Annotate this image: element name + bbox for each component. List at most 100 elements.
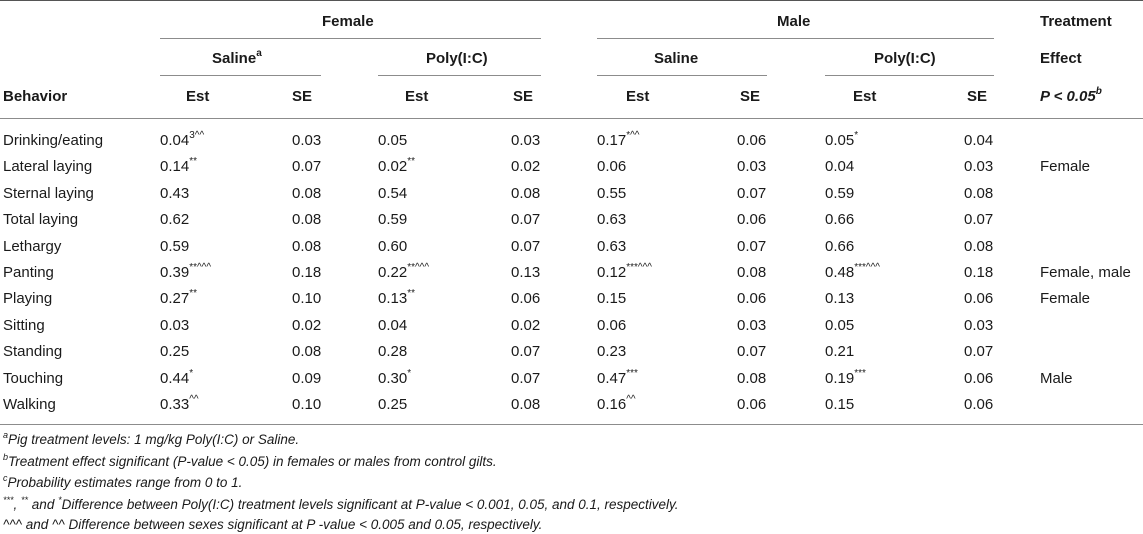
cell-value: 0.48: [825, 264, 855, 281]
cell-m-sal-est: 0.17*^^: [597, 131, 639, 150]
cell-value: 0.60: [378, 237, 408, 255]
cell-value: 0.06: [737, 396, 767, 413]
cell-f-pol-se: 0.13: [511, 264, 540, 282]
cell-value: 0.06: [964, 396, 994, 413]
est-header-f-pol: Est: [405, 88, 429, 105]
significance-mark: **: [407, 288, 415, 300]
cell-value: 0.22: [378, 264, 408, 281]
cell-f-sal-est: 0.59: [160, 238, 189, 256]
footnote-sexes: ^^^ and ^^ Difference between sexes sign…: [3, 517, 542, 533]
cell-value: 0.06: [597, 158, 627, 176]
cell-m-sal-est: 0.63: [597, 211, 626, 229]
significance-mark: **: [189, 156, 197, 168]
cell-value: 0.27: [160, 290, 190, 308]
cell-value: 0.05: [825, 132, 855, 149]
cell-f-pol-se: 0.08: [511, 396, 540, 414]
cell-value: 0.08: [964, 237, 994, 255]
cell-behavior: Standing: [3, 343, 62, 361]
behavior-header: Behavior: [3, 88, 68, 105]
cell-value: 0.25: [378, 396, 408, 413]
cell-value: Female, male: [1040, 264, 1131, 281]
cell-m-sal-se: 0.06: [737, 132, 766, 150]
cell-value: 0.07: [511, 211, 541, 229]
cell-f-sal-est: 0.33^^: [160, 395, 199, 414]
cell-behavior: Playing: [3, 290, 52, 308]
footnote-c-text: Probability estimates range from 0 to 1.: [7, 475, 243, 490]
cell-value: Playing: [3, 290, 53, 308]
cell-f-pol-se: 0.07: [511, 370, 540, 388]
cell-value: 0.59: [160, 237, 190, 255]
significance-mark: ***: [626, 367, 638, 379]
saline-female-header: Salinea: [212, 49, 262, 68]
cell-m-sal-se: 0.06: [737, 211, 766, 229]
cell-f-pol-est: 0.59: [378, 211, 407, 229]
footnote-c: cProbability estimates range from 0 to 1…: [3, 473, 243, 491]
cell-value: 0.13: [825, 290, 855, 308]
cell-value: 0.06: [737, 132, 767, 149]
table-row: Sternal laying 0.43 0.08 0.54 0.08 0.55 0.07 0.…: [0, 181, 1143, 207]
cell-value: 0.08: [292, 184, 322, 202]
cell-value: 0.16: [597, 396, 627, 413]
significance-mark: ^^: [626, 394, 636, 405]
cell-value: 0.02: [511, 158, 541, 176]
cell-f-sal-est: 0.44*: [160, 367, 194, 388]
cell-f-sal-est: 0.03: [160, 317, 189, 335]
cell-value: Panting: [3, 264, 54, 281]
cell-value: Female: [1040, 158, 1091, 176]
cell-m-pol-se: 0.08: [964, 238, 993, 256]
cell-m-pol-se: 0.06: [964, 290, 993, 308]
header-bottom-rule: [0, 118, 1143, 119]
male-span-rule: [597, 38, 994, 39]
cell-m-sal-est: 0.06: [597, 158, 626, 176]
cell-value: 0.62: [160, 211, 190, 229]
cell-m-sal-est: 0.23: [597, 343, 626, 361]
cell-m-sal-se: 0.08: [737, 264, 766, 282]
cell-value: 0.21: [825, 343, 855, 361]
cell-value: 0.07: [737, 343, 767, 361]
cell-value: 0.55: [597, 184, 627, 202]
cell-value: 0.08: [964, 184, 994, 202]
cell-value: 0.08: [292, 343, 322, 361]
cell-value: Female: [1040, 290, 1091, 308]
cell-m-pol-se: 0.06: [964, 396, 993, 414]
cell-value: 0.59: [825, 184, 855, 202]
cell-value: 0.03: [964, 316, 994, 334]
cell-value: 0.07: [737, 184, 767, 202]
significance-mark: *: [189, 367, 194, 379]
cell-value: 0.09: [292, 369, 322, 387]
fn4-sup1: ***: [3, 494, 14, 505]
cell-value: 0.06: [737, 290, 767, 308]
cell-value: 0.15: [825, 396, 855, 413]
cell-f-sal-se: 0.18: [292, 264, 321, 282]
cell-f-pol-se: 0.08: [511, 185, 540, 203]
cell-m-pol-est: 0.15: [825, 396, 854, 414]
table-row: Playing 0.27** 0.10 0.13** 0.06 0.15 0.06 0.13 0…: [0, 286, 1143, 312]
footnote-significance: ***, ** and *Difference between Poly(I:C…: [3, 494, 679, 513]
cell-f-pol-est: 0.04: [378, 317, 407, 335]
polyic-female-header: Poly(I:C): [426, 50, 488, 67]
table-row: Panting 0.39**^^^ 0.18 0.22**^^^ 0.13 0.12***…: [0, 260, 1143, 286]
p-sup: b: [1095, 86, 1102, 97]
cell-f-sal-se: 0.08: [292, 211, 321, 229]
male-polyic-rule: [825, 75, 994, 76]
male-header: Male: [777, 13, 811, 30]
cell-value: 0.06: [737, 211, 767, 229]
cell-f-sal-est: 0.39**^^^: [160, 263, 211, 282]
est-header-m-sal: Est: [626, 88, 650, 105]
cell-f-pol-est: 0.22**^^^: [378, 263, 429, 282]
cell-value: 0.07: [964, 343, 994, 361]
cell-value: 0.14: [160, 158, 190, 176]
table-row: Walking 0.33^^ 0.10 0.25 0.08 0.16^^ 0.06 0.15 0…: [0, 392, 1143, 418]
se-header-f-sal: SE: [292, 88, 313, 105]
cell-value: Male: [1040, 369, 1073, 387]
cell-value: 0.06: [597, 316, 627, 334]
cell-f-pol-est: 0.25: [378, 396, 407, 414]
cell-value: 0.03: [737, 158, 767, 176]
table-row: Drinking/eating 0.043^^ 0.03 0.05 0.03 0.17*^…: [0, 128, 1143, 154]
cell-value: 0.08: [292, 237, 322, 255]
cell-value: 0.06: [964, 290, 994, 308]
footnote-a-mark: a: [3, 429, 9, 440]
cell-value: 0.06: [964, 369, 994, 387]
cell-m-sal-est: 0.15: [597, 290, 626, 308]
cell-value: 0.08: [292, 211, 322, 229]
